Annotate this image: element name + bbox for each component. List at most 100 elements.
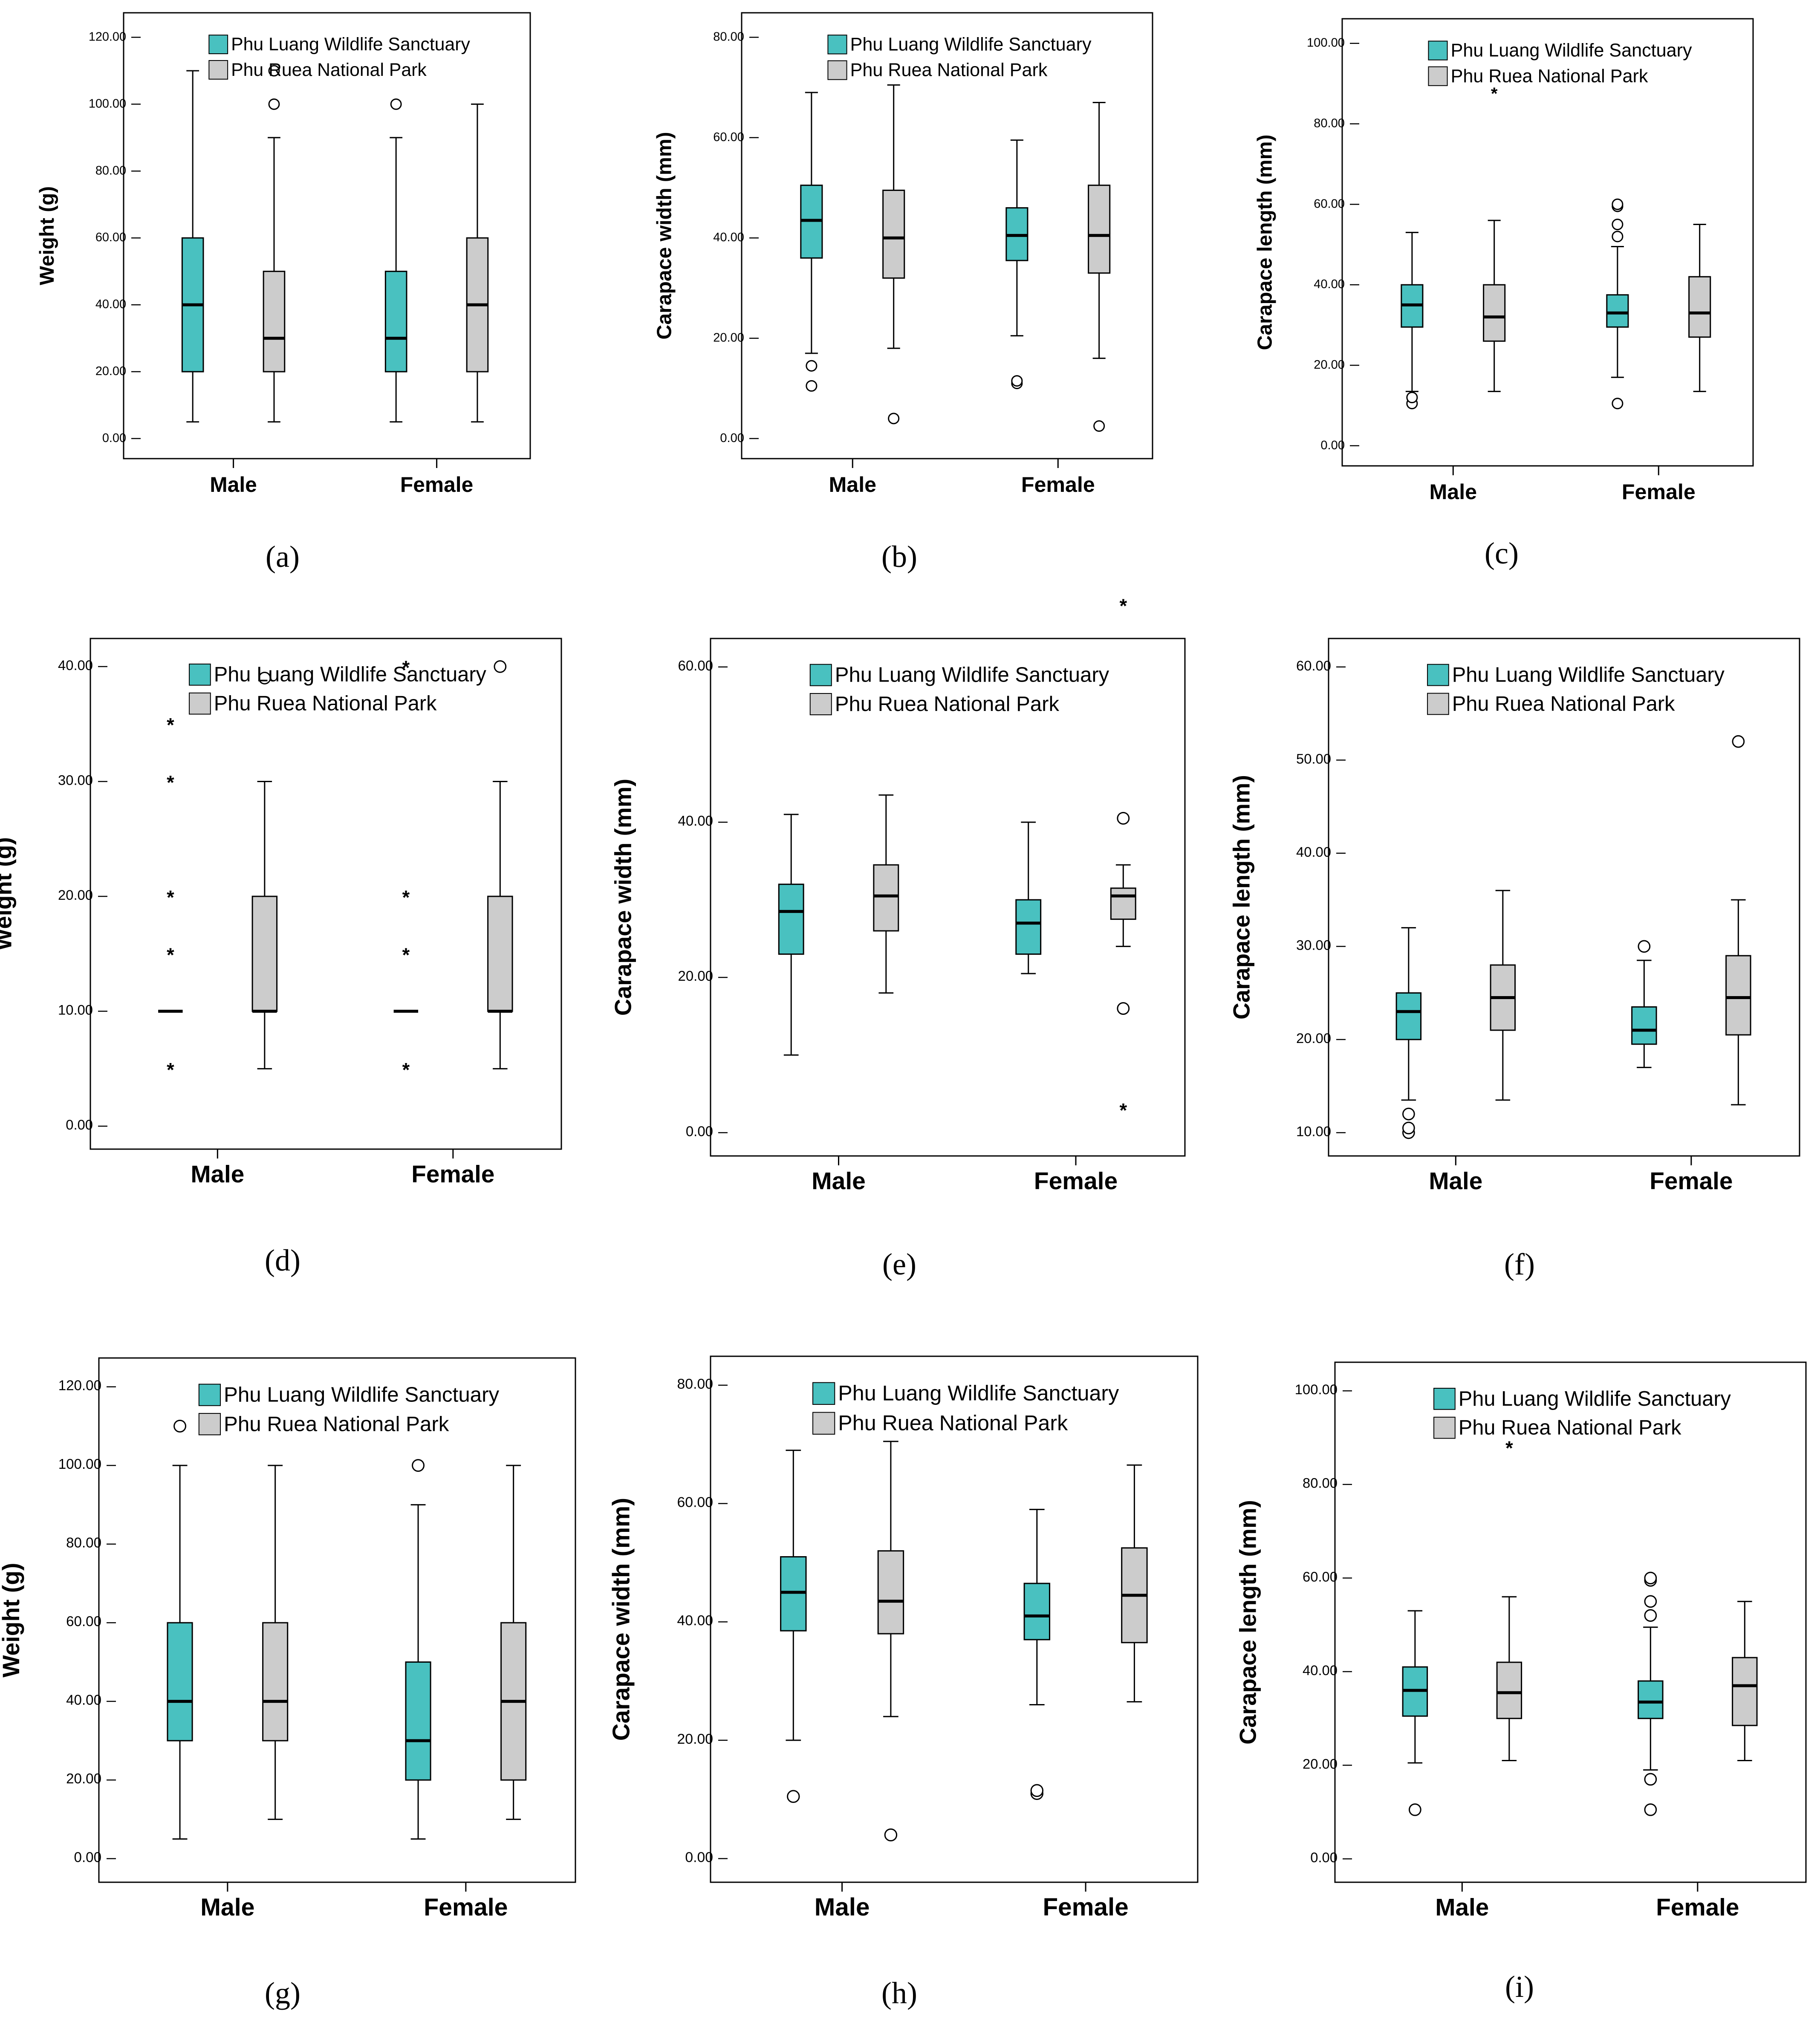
chart-panel-h: 0.00 20.00 40.00 60.00 80.00 Carapace width (… (607, 1355, 1199, 2010)
y-tick-label: 100.00 (58, 1456, 101, 1472)
iqr-box (1732, 1657, 1758, 1726)
y-axis-title: Carapace length (mm) (1229, 775, 1255, 1020)
outlier-point (1408, 1803, 1421, 1816)
box-phu-luang-female (1023, 1508, 1051, 1800)
legend-swatch (812, 1382, 835, 1405)
chart-panel-e: 0.00 20.00 40.00 60.00 Carapace width (mm) Ma… (610, 595, 1186, 1281)
legend-swatch (208, 35, 228, 55)
x-category-label-male: Male (812, 1167, 866, 1195)
x-category-label-female: Female (1622, 480, 1696, 504)
y-tick-label: 60.00 (1296, 658, 1331, 673)
y-tick-label: 40.00 (1303, 1662, 1338, 1678)
legend-swatch (189, 663, 211, 686)
legend-label: Phu Ruea National Park (224, 1412, 449, 1436)
legend-label: Phu Ruea National Park (231, 60, 427, 80)
legend-label: Phu Luang Wildlife Sanctuary (224, 1383, 499, 1407)
legend-swatch (809, 693, 832, 716)
legend-swatch (827, 60, 847, 80)
box-phu-ruea-female (1688, 224, 1711, 392)
legend-label: Phu Luang Wildlife Sanctuary (835, 664, 1109, 687)
panel-caption: (h) (881, 1976, 917, 2010)
outlier-point (1402, 1121, 1415, 1135)
legend-label: Phu Ruea National Park (1459, 1416, 1681, 1439)
legend-entry-phu-ruea: Phu Ruea National Park (208, 60, 427, 80)
box-phu-ruea-female (1121, 1464, 1148, 1703)
plot-frame (741, 12, 1153, 459)
box-phu-ruea-male (262, 1465, 289, 1820)
legend-label: Phu Luang Wildlife Sanctuary (850, 35, 1092, 55)
box-phu-ruea-male: * (1496, 1437, 1522, 1762)
box-phu-luang-male (1401, 231, 1424, 410)
chart-panel-i: 0.00 20.00 40.00 60.00 80.00 100.00 Carapace l… (1235, 1361, 1807, 2004)
y-tick-label: 30.00 (58, 772, 93, 788)
box-phu-luang-female (384, 98, 407, 423)
extreme-point: * (167, 714, 174, 736)
x-category-label-female: Female (1043, 1893, 1129, 1921)
chart-panel-c: 0.00 20.00 40.00 60.00 80.00 100.00 Carapace l… (1253, 18, 1754, 570)
y-tick-label: 0.00 (685, 1849, 713, 1865)
y-tick-label: 20.00 (1314, 358, 1345, 372)
y-tick-label: 40.00 (713, 231, 744, 244)
extreme-point: * (1119, 1100, 1127, 1121)
box-phu-ruea-male (873, 794, 899, 994)
y-axis-title: Carapace width (mm) (607, 1498, 634, 1741)
box-phu-luang-female (1005, 139, 1028, 390)
extreme-point: * (167, 771, 174, 793)
panel-caption: (g) (265, 1976, 300, 2010)
y-tick-label: 60.00 (1314, 197, 1345, 211)
legend-entry-phu-ruea: Phu Ruea National Park (1427, 692, 1675, 715)
iqr-box (1631, 1006, 1657, 1045)
extreme-point: * (1491, 84, 1498, 103)
y-tick-label: 40.00 (678, 813, 713, 829)
iqr-box (1110, 887, 1136, 920)
iqr-box (251, 896, 278, 1012)
y-tick-label: 10.00 (58, 1002, 93, 1018)
iqr-box (384, 271, 407, 373)
panel-caption: (c) (1485, 536, 1519, 570)
iqr-box (1688, 276, 1711, 338)
y-tick-label: 80.00 (66, 1535, 101, 1551)
x-category-label-female: Female (1650, 1168, 1733, 1195)
box-phu-luang-male (800, 92, 823, 392)
y-tick-label: 120.00 (58, 1378, 101, 1394)
y-tick-label: 20.00 (677, 1731, 713, 1747)
panel-caption: (d) (265, 1243, 300, 1277)
outlier-point (806, 360, 818, 372)
extreme-point: * (402, 887, 410, 908)
outlier-point (1644, 1773, 1657, 1786)
x-category-label-male: Male (210, 473, 257, 497)
y-tick-label: 40.00 (66, 1693, 101, 1708)
outlier-point (1406, 391, 1418, 404)
outlier-point (268, 65, 280, 77)
outlier-point (1644, 1572, 1657, 1585)
iqr-box (167, 1622, 193, 1742)
outlier-point (1612, 219, 1624, 231)
y-axis-title: Weight (g) (0, 837, 17, 950)
extreme-point: * (402, 657, 410, 679)
extreme-point: * (167, 944, 174, 966)
box-phu-luang-male (1402, 1610, 1428, 1816)
y-tick-label: 60.00 (66, 1614, 101, 1629)
y-tick-label: 40.00 (1296, 844, 1331, 860)
chart-panel-b: 0.00 20.00 40.00 60.00 80.00 Carapace width (… (653, 12, 1153, 574)
iqr-box (1015, 899, 1042, 955)
outlier-point (258, 671, 271, 685)
iqr-box (1638, 1680, 1664, 1719)
iqr-box (1395, 992, 1422, 1040)
box-phu-luang-female (1631, 940, 1657, 1068)
box-phu-ruea-male (263, 65, 286, 423)
y-tick-label: 20.00 (1296, 1030, 1331, 1046)
outlier-point (268, 98, 280, 110)
legend-entry-phu-luang: Phu Luang Wildlife Sanctuary (827, 35, 1092, 55)
y-axis-title: Weight (g) (36, 186, 58, 285)
legend-label: Phu Ruea National Park (1451, 66, 1648, 87)
outlier-point (390, 98, 402, 110)
y-tick-label: 40.00 (58, 657, 93, 673)
y-axis-title: Carapace width (mm) (653, 132, 676, 339)
y-axis-title: Carapace width (mm) (610, 779, 636, 1016)
box-phu-ruea-female (1725, 735, 1751, 1106)
iqr-box (882, 189, 905, 279)
plot-frame (90, 638, 562, 1150)
y-tick-label: 10.00 (1296, 1123, 1331, 1139)
y-tick-label: 80.00 (95, 164, 126, 177)
